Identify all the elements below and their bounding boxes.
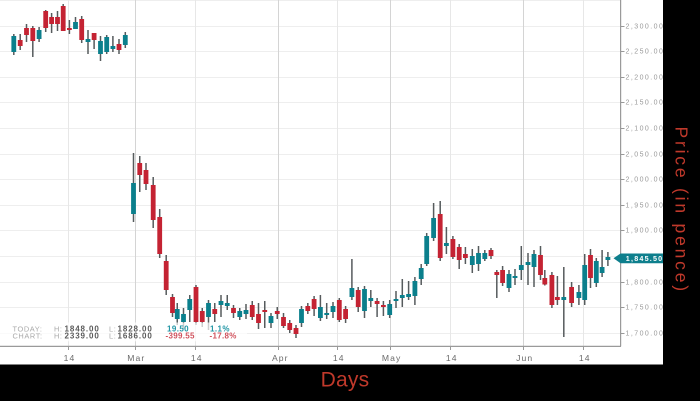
svg-text:2,300.00: 2,300.00 <box>626 23 665 30</box>
svg-text:2,100.00: 2,100.00 <box>626 125 665 132</box>
svg-text:CHART:: CHART: <box>13 332 43 341</box>
svg-text:L:: L: <box>109 324 116 333</box>
svg-text:May: May <box>382 353 402 363</box>
svg-text:1828.00: 1828.00 <box>118 324 153 333</box>
svg-text:-399.55: -399.55 <box>166 332 195 341</box>
svg-text:1,750.00: 1,750.00 <box>626 304 665 311</box>
svg-text:1,800.00: 1,800.00 <box>626 279 665 286</box>
svg-text:1686.00: 1686.00 <box>118 332 153 341</box>
svg-text:2,000.00: 2,000.00 <box>626 176 665 183</box>
svg-text:H:: H: <box>54 324 63 333</box>
svg-text:-17.8%: -17.8% <box>210 332 237 341</box>
svg-text:14: 14 <box>191 353 203 363</box>
svg-text:14: 14 <box>579 353 591 363</box>
svg-text:Jun: Jun <box>516 353 533 363</box>
svg-text:Apr: Apr <box>272 353 289 363</box>
svg-text:2,200.00: 2,200.00 <box>626 74 665 81</box>
svg-text:2,050.00: 2,050.00 <box>626 151 665 158</box>
svg-text:TODAY:: TODAY: <box>13 324 43 333</box>
svg-text:Price (in pence): Price (in pence) <box>672 127 692 294</box>
svg-text:1,950.00: 1,950.00 <box>626 202 665 209</box>
svg-text:1848.00: 1848.00 <box>65 324 100 333</box>
svg-text:14: 14 <box>333 353 345 363</box>
svg-text:L:: L: <box>109 332 116 341</box>
svg-text:14: 14 <box>446 353 458 363</box>
svg-text:1,900.00: 1,900.00 <box>626 227 665 234</box>
svg-text:H:: H: <box>54 332 63 341</box>
svg-text:19.50: 19.50 <box>167 324 189 333</box>
svg-text:1,700.00: 1,700.00 <box>626 330 665 337</box>
svg-text:1,845.50: 1,845.50 <box>626 254 664 263</box>
svg-text:Mar: Mar <box>127 353 145 363</box>
svg-text:Days: Days <box>321 369 370 392</box>
svg-text:2,250.00: 2,250.00 <box>626 48 665 55</box>
svg-text:2339.00: 2339.00 <box>65 332 100 341</box>
svg-text:14: 14 <box>64 353 76 363</box>
svg-text:2,150.00: 2,150.00 <box>626 99 665 106</box>
svg-text:1.1%: 1.1% <box>210 324 230 333</box>
